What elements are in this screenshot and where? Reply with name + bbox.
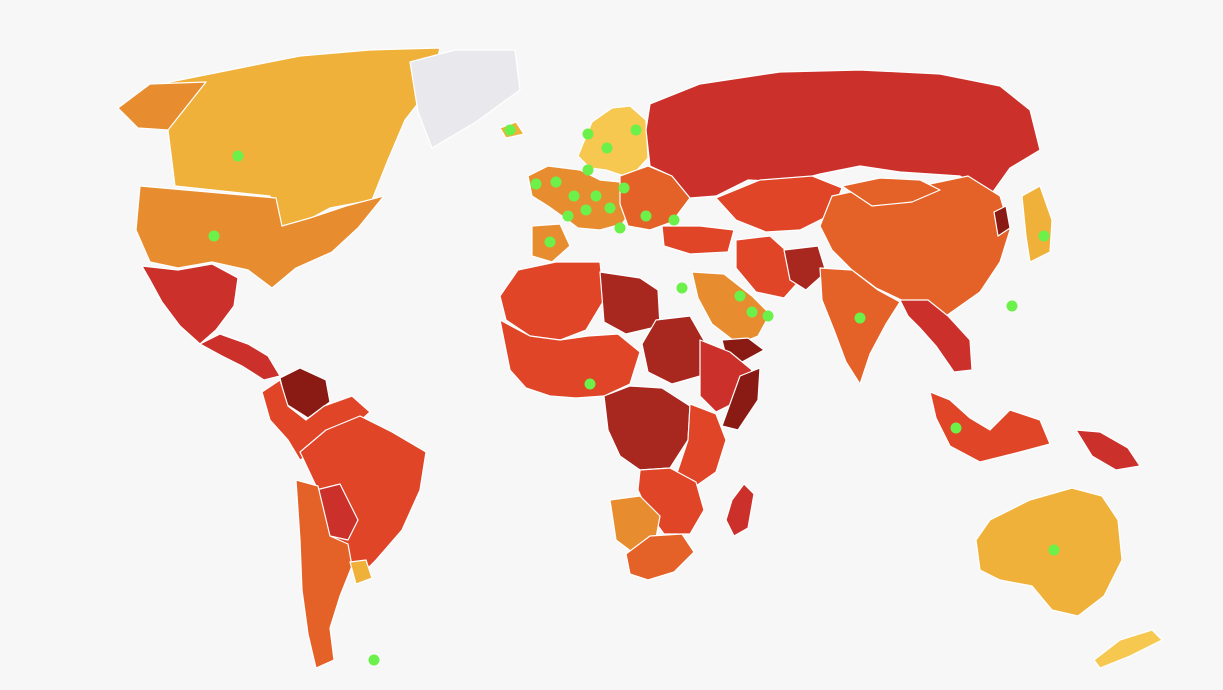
- marker-finland[interactable]: [630, 124, 642, 136]
- marker-taiwan[interactable]: [1006, 300, 1018, 312]
- country-mongolia[interactable]: [841, 177, 941, 207]
- country-indonesia[interactable]: [929, 391, 1051, 463]
- marker-singapore[interactable]: [950, 422, 962, 434]
- marker-turkey[interactable]: [668, 214, 680, 226]
- country-afghanistan[interactable]: [783, 245, 827, 291]
- country-india[interactable]: [819, 267, 901, 385]
- country-southeast-asia[interactable]: [899, 299, 973, 373]
- country-somalia[interactable]: [721, 367, 761, 431]
- marker-denmark[interactable]: [582, 164, 594, 176]
- country-east-africa[interactable]: [675, 403, 727, 487]
- countries-layer: [117, 47, 1163, 669]
- marker-qatar[interactable]: [734, 290, 746, 302]
- country-saudi-arabia[interactable]: [691, 271, 771, 345]
- country-canada[interactable]: [117, 47, 441, 231]
- marker-france[interactable]: [562, 210, 574, 222]
- marker-india[interactable]: [854, 312, 866, 324]
- marker-egypt[interactable]: [676, 282, 688, 294]
- marker-japan[interactable]: [1038, 230, 1050, 242]
- country-papua-new-guinea[interactable]: [1075, 429, 1141, 471]
- marker-iceland[interactable]: [504, 124, 516, 136]
- country-west-africa[interactable]: [499, 319, 641, 399]
- marker-austria[interactable]: [604, 202, 616, 214]
- country-greenland[interactable]: [409, 49, 521, 149]
- country-north-africa[interactable]: [499, 261, 605, 341]
- country-turkey[interactable]: [661, 225, 735, 255]
- marker-poland[interactable]: [618, 182, 630, 194]
- marker-uk[interactable]: [550, 176, 562, 188]
- marker-nigeria[interactable]: [584, 378, 596, 390]
- marker-sweden[interactable]: [601, 142, 613, 154]
- country-central-america[interactable]: [199, 333, 281, 381]
- markers-layer: [208, 124, 1060, 666]
- marker-canada[interactable]: [232, 150, 244, 162]
- marker-netherlands[interactable]: [568, 190, 580, 202]
- marker-spain[interactable]: [544, 236, 556, 248]
- marker-usa[interactable]: [208, 230, 220, 242]
- country-south-africa[interactable]: [625, 533, 695, 581]
- country-sudan[interactable]: [641, 315, 707, 385]
- country-madagascar[interactable]: [725, 483, 755, 537]
- marker-switzerland[interactable]: [580, 204, 592, 216]
- marker-uae[interactable]: [746, 306, 758, 318]
- country-usa[interactable]: [135, 185, 385, 289]
- country-mexico[interactable]: [141, 263, 239, 345]
- marker-italy[interactable]: [614, 222, 626, 234]
- country-china[interactable]: [819, 175, 1011, 317]
- country-uruguay[interactable]: [349, 559, 373, 585]
- marker-norway[interactable]: [582, 128, 594, 140]
- marker-romania[interactable]: [640, 210, 652, 222]
- country-central-africa[interactable]: [603, 385, 691, 471]
- country-south-america-north[interactable]: [261, 379, 371, 461]
- marker-oman[interactable]: [762, 310, 774, 322]
- marker-falklands[interactable]: [368, 654, 380, 666]
- country-russia[interactable]: [645, 69, 1041, 199]
- country-alaska[interactable]: [117, 81, 207, 131]
- country-japan[interactable]: [1021, 185, 1053, 263]
- country-new-zealand[interactable]: [1093, 629, 1163, 669]
- marker-ireland[interactable]: [530, 178, 542, 190]
- country-north-korea[interactable]: [993, 205, 1011, 237]
- country-argentina-chile[interactable]: [295, 479, 353, 669]
- marker-germany[interactable]: [590, 190, 602, 202]
- marker-australia[interactable]: [1048, 544, 1060, 556]
